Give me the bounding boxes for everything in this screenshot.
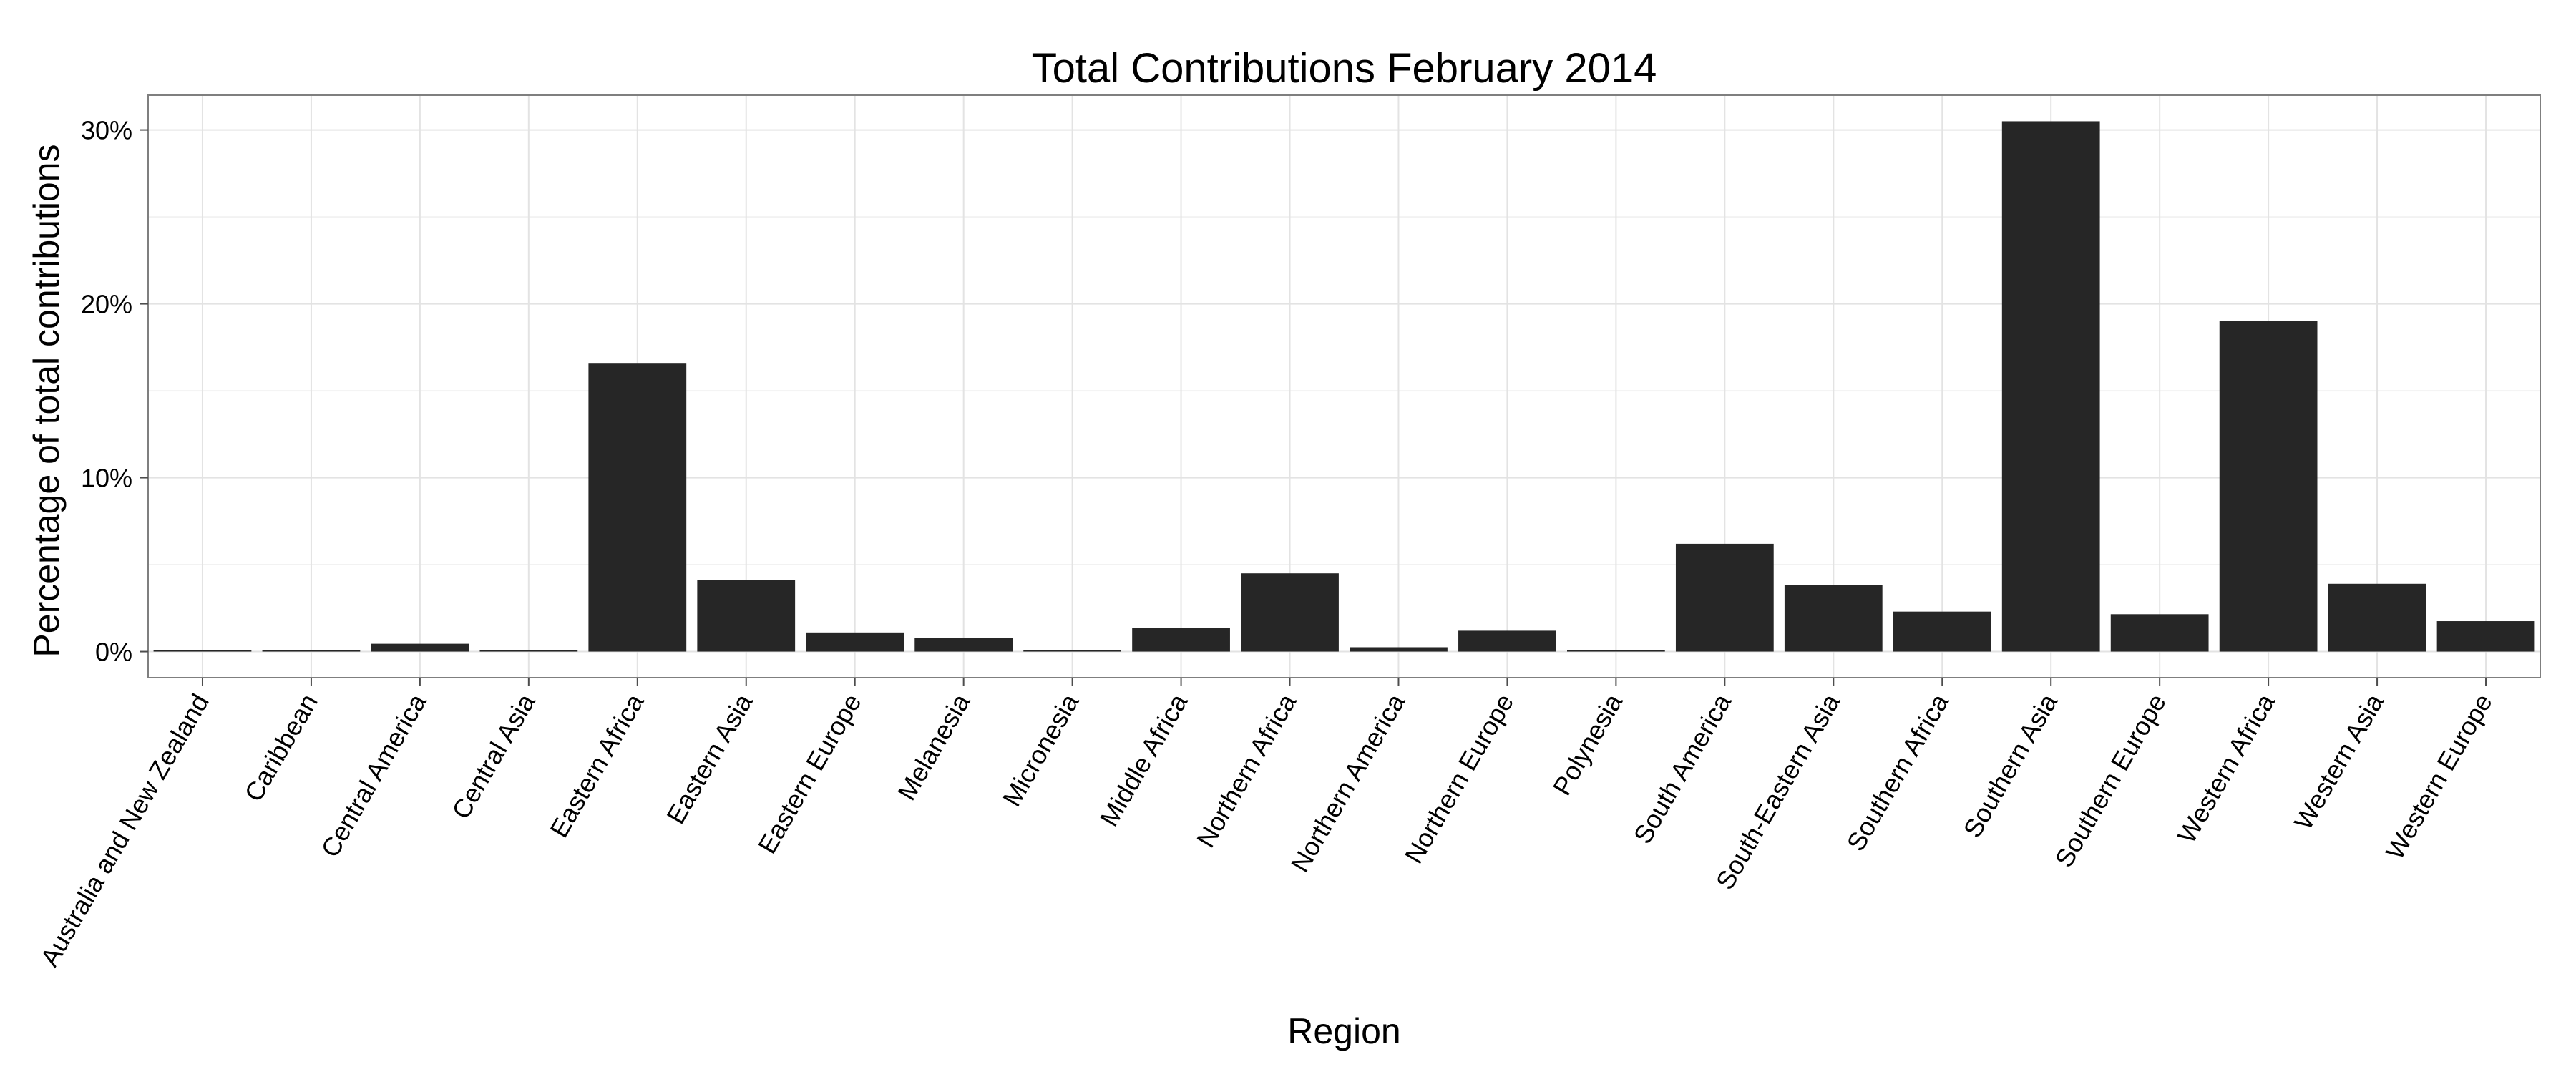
bar: [153, 650, 252, 652]
y-tick-label: 0%: [95, 638, 132, 667]
bar: [1023, 650, 1121, 652]
bar: [1675, 543, 1774, 652]
x-tick-label: Eastern Africa: [544, 688, 650, 842]
bar: [806, 632, 904, 652]
x-tick-label: Western Asia: [2288, 688, 2390, 834]
bar: [2436, 621, 2535, 652]
x-tick-label: Southern Europe: [2049, 689, 2172, 872]
x-tick-label: Southern Asia: [1958, 688, 2064, 842]
x-tick-label: Eastern Europe: [752, 689, 867, 859]
x-tick-label: Middle Africa: [1094, 688, 1194, 832]
bar: [1893, 611, 1991, 652]
x-axis: Australia and New Zealand CaribbeanCentra…: [34, 678, 2498, 971]
x-tick-label: South-Eastern Asia: [1710, 688, 1846, 895]
y-tick-label: 10%: [81, 464, 132, 493]
x-tick-label: Caribbean: [238, 689, 323, 806]
bar: [262, 650, 361, 652]
x-tick-label: Australia and New Zealand: [34, 689, 215, 972]
bar: [479, 650, 578, 652]
plot-background: [148, 95, 2540, 678]
x-tick-label: Central Asia: [446, 688, 541, 824]
x-tick-label: Southern Africa: [1841, 688, 1955, 857]
x-axis-title: Region: [1287, 1011, 1400, 1051]
bar: [2328, 583, 2426, 652]
bar: [371, 643, 469, 652]
x-tick-label: Eastern Asia: [660, 688, 758, 829]
bar: [2001, 121, 2100, 652]
bar: [2219, 321, 2318, 652]
bar: [1350, 647, 1448, 652]
bars: [153, 121, 2535, 652]
y-axis-title: Percentage of total contributions: [26, 144, 67, 657]
y-tick-label: 30%: [81, 116, 132, 145]
chart-title: Total Contributions February 2014: [1032, 45, 1657, 92]
x-tick-label: Melanesia: [892, 688, 976, 805]
bar: [697, 580, 796, 652]
x-tick-label: Western Europe: [2380, 689, 2498, 864]
plot-border: [147, 94, 2541, 678]
bar: [914, 638, 1013, 652]
bar: [1241, 573, 1339, 652]
bar: [588, 363, 687, 652]
x-tick-label: Central America: [315, 688, 432, 862]
x-tick-label: Northern Africa: [1191, 688, 1302, 852]
x-tick-label: Western Africa: [2172, 688, 2281, 848]
x-tick-label: Northern America: [1285, 688, 1411, 877]
bar: [1784, 585, 1883, 652]
bar: [1458, 630, 1556, 652]
bar: [1567, 650, 1665, 652]
x-tick-label: Polynesia: [1547, 688, 1629, 801]
bar: [1132, 628, 1230, 652]
bar: [2110, 614, 2209, 652]
y-axis: 0% 10% 20% 30%: [81, 116, 148, 667]
x-tick-label: Micronesia: [997, 688, 1085, 812]
grid: [148, 95, 2540, 678]
x-tick-label: South America: [1628, 688, 1737, 849]
x-tick-label: Northern Europe: [1399, 689, 1520, 869]
y-tick-label: 20%: [81, 290, 132, 319]
